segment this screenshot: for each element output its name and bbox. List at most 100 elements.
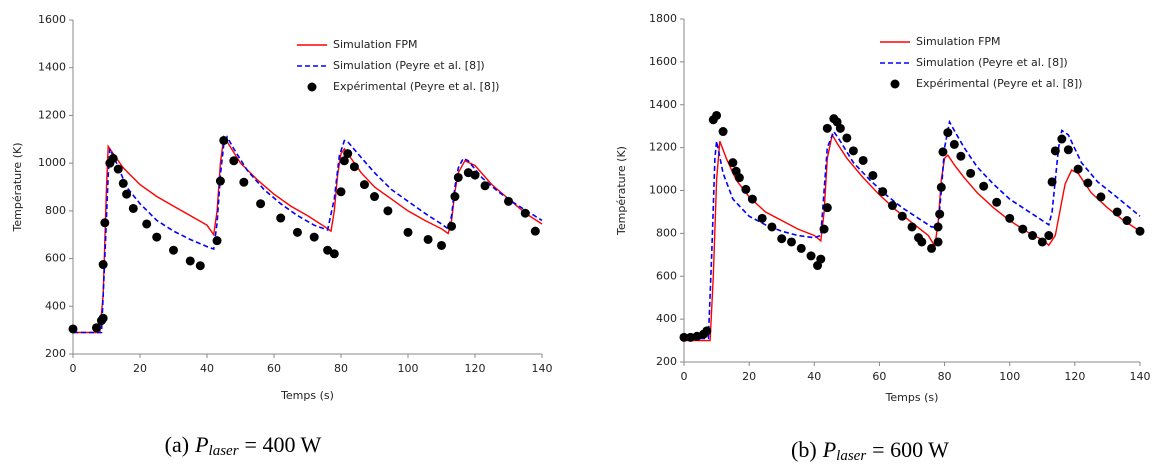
- data-point: [359, 180, 369, 190]
- x-tick-label: 100: [398, 362, 419, 375]
- data-point: [68, 324, 78, 334]
- data-point: [917, 237, 927, 247]
- y-tick-label: 200: [45, 347, 66, 360]
- y-tick-label: 800: [656, 226, 677, 239]
- data-point: [1018, 224, 1028, 234]
- data-point: [122, 189, 132, 199]
- data-point: [858, 155, 868, 165]
- y-tick-label: 800: [45, 204, 66, 217]
- caption-symbol: P: [822, 437, 836, 462]
- legend-label: Expérimental (Peyre et al. [8]): [916, 77, 1082, 90]
- data-point: [816, 254, 826, 264]
- caption-subscript: laser: [209, 443, 239, 459]
- data-point: [520, 208, 530, 218]
- data-point: [423, 234, 433, 244]
- x-tick-label: 120: [465, 362, 486, 375]
- caption: (b) Plaser = 600 W: [791, 437, 949, 464]
- data-point: [453, 172, 463, 182]
- caption-prefix: (b): [791, 437, 817, 462]
- y-tick-label: 400: [45, 299, 66, 312]
- data-point: [835, 123, 845, 133]
- data-point: [450, 192, 460, 202]
- data-point: [936, 182, 946, 192]
- data-point: [935, 209, 945, 219]
- x-tick-label: 40: [807, 370, 821, 383]
- y-tick-label: 1000: [649, 184, 677, 197]
- x-tick-label: 60: [267, 362, 281, 375]
- data-point: [229, 156, 239, 166]
- data-point: [702, 326, 712, 336]
- caption-prefix: (a): [165, 432, 189, 457]
- data-point: [91, 323, 101, 333]
- data-point: [1037, 237, 1047, 247]
- y-tick-label: 1800: [649, 12, 677, 25]
- caption-rest: = 400 W: [245, 432, 322, 457]
- data-point: [530, 226, 540, 236]
- data-point: [927, 243, 937, 253]
- data-point: [933, 237, 943, 247]
- y-tick-label: 600: [45, 252, 66, 265]
- y-tick-label: 1000: [38, 156, 66, 169]
- data-point: [878, 187, 888, 197]
- caption: (a) Plaser = 400 W: [165, 432, 322, 459]
- data-point: [113, 164, 123, 174]
- data-point: [504, 196, 513, 206]
- legend-label: Simulation FPM: [333, 38, 418, 51]
- data-point: [329, 249, 339, 259]
- data-point: [480, 181, 490, 191]
- data-point: [979, 181, 989, 191]
- x-tick-label: 120: [1064, 370, 1085, 383]
- caption-subscript: laser: [836, 448, 866, 464]
- x-axis-label: Temps (s): [280, 389, 334, 402]
- x-tick-label: 80: [334, 362, 348, 375]
- data-point: [256, 199, 266, 209]
- data-point: [100, 218, 110, 228]
- data-point: [370, 192, 379, 202]
- data-point: [339, 156, 349, 166]
- data-point: [848, 146, 858, 156]
- data-point: [1122, 216, 1132, 226]
- data-point: [152, 232, 162, 242]
- y-tick-label: 1400: [38, 61, 66, 74]
- y-axis-label: Température (K): [615, 146, 628, 236]
- data-point: [1073, 164, 1083, 174]
- data-point: [128, 203, 138, 213]
- data-point: [728, 158, 738, 168]
- data-point: [142, 219, 152, 229]
- x-tick-label: 20: [742, 370, 756, 383]
- data-point: [943, 128, 953, 138]
- data-point: [98, 260, 108, 270]
- data-point: [842, 133, 852, 143]
- x-tick-label: 20: [133, 362, 147, 375]
- data-point: [887, 201, 897, 211]
- data-point: [403, 227, 413, 237]
- data-point: [897, 211, 907, 221]
- data-point: [1135, 226, 1145, 236]
- data-point: [219, 135, 229, 145]
- y-tick-label: 1600: [38, 13, 66, 26]
- series-line: [684, 119, 1141, 340]
- data-point: [966, 168, 976, 178]
- data-point: [108, 153, 118, 163]
- data-point: [1083, 178, 1093, 188]
- data-point: [777, 234, 787, 244]
- y-tick-label: 1200: [649, 141, 677, 154]
- data-point: [1057, 134, 1067, 144]
- data-point: [185, 256, 195, 266]
- data-point: [1096, 192, 1106, 202]
- y-tick-label: 200: [656, 355, 677, 368]
- data-point: [215, 176, 225, 186]
- data-point: [1005, 213, 1015, 223]
- data-point: [276, 213, 286, 223]
- x-tick-label: 0: [681, 370, 688, 383]
- data-point: [169, 245, 178, 255]
- data-point: [933, 222, 943, 232]
- data-point: [349, 162, 359, 172]
- data-point: [470, 170, 480, 180]
- y-tick-label: 600: [656, 269, 677, 282]
- data-point: [949, 139, 959, 149]
- data-point: [1047, 177, 1057, 187]
- y-tick-label: 400: [656, 312, 677, 325]
- data-point: [786, 237, 796, 247]
